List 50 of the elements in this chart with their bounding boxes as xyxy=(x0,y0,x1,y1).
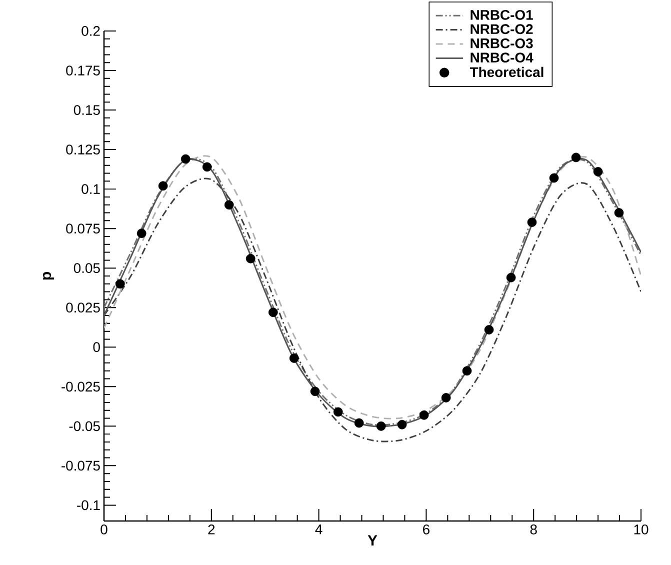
point xyxy=(136,228,146,238)
point xyxy=(180,154,190,164)
legend-label: NRBC-O3 xyxy=(470,38,533,48)
legend-label: NRBC-O1 xyxy=(470,10,533,20)
point xyxy=(310,386,320,396)
point xyxy=(397,420,407,430)
point xyxy=(376,421,386,431)
x-tick-label: 0 xyxy=(100,524,108,534)
legend-label: Theoretical xyxy=(470,66,544,78)
point xyxy=(527,218,537,227)
point xyxy=(289,354,299,363)
x-tick-label: 8 xyxy=(530,524,537,534)
point xyxy=(549,173,559,183)
x-tick-label: 6 xyxy=(423,524,430,534)
y-tick-label: -0.1 xyxy=(77,500,100,510)
y-tick-label: 0.025 xyxy=(66,302,100,313)
point xyxy=(571,152,581,162)
y-tick-label: -0.075 xyxy=(62,460,100,471)
point xyxy=(506,272,516,282)
y-tick-label: 0.125 xyxy=(66,144,100,154)
point xyxy=(441,393,451,402)
y-tick-label: 0.15 xyxy=(74,105,100,115)
point xyxy=(158,181,168,191)
y-tick-label: 0.175 xyxy=(66,66,100,76)
point xyxy=(202,162,212,172)
x-tick-label: 4 xyxy=(315,524,322,534)
point xyxy=(115,279,125,289)
point xyxy=(333,407,343,417)
point xyxy=(224,200,234,210)
y-tick-label: 0.05 xyxy=(74,263,100,274)
y-tick-label: -0.05 xyxy=(69,421,100,432)
point xyxy=(268,308,278,318)
y-tick-label: 0 xyxy=(93,342,100,352)
y-tick-label: 0.2 xyxy=(82,26,100,36)
point xyxy=(614,208,624,218)
legend-label: NRBC-O2 xyxy=(470,24,533,34)
y-tick-label: -0.025 xyxy=(62,382,100,392)
x-tick-label: 2 xyxy=(208,524,215,534)
point xyxy=(484,325,494,334)
x-axis-title: Y xyxy=(368,535,378,546)
y-tick-label: 0.075 xyxy=(66,224,100,234)
point xyxy=(462,366,472,376)
point xyxy=(354,418,364,428)
x-tick-label: 10 xyxy=(634,524,648,534)
point xyxy=(246,254,256,264)
point xyxy=(419,410,429,420)
y-tick-label: 0.1 xyxy=(82,184,100,194)
point xyxy=(593,166,603,176)
legend-label: NRBC-O4 xyxy=(470,52,534,63)
y-axis-title: p xyxy=(42,272,54,280)
